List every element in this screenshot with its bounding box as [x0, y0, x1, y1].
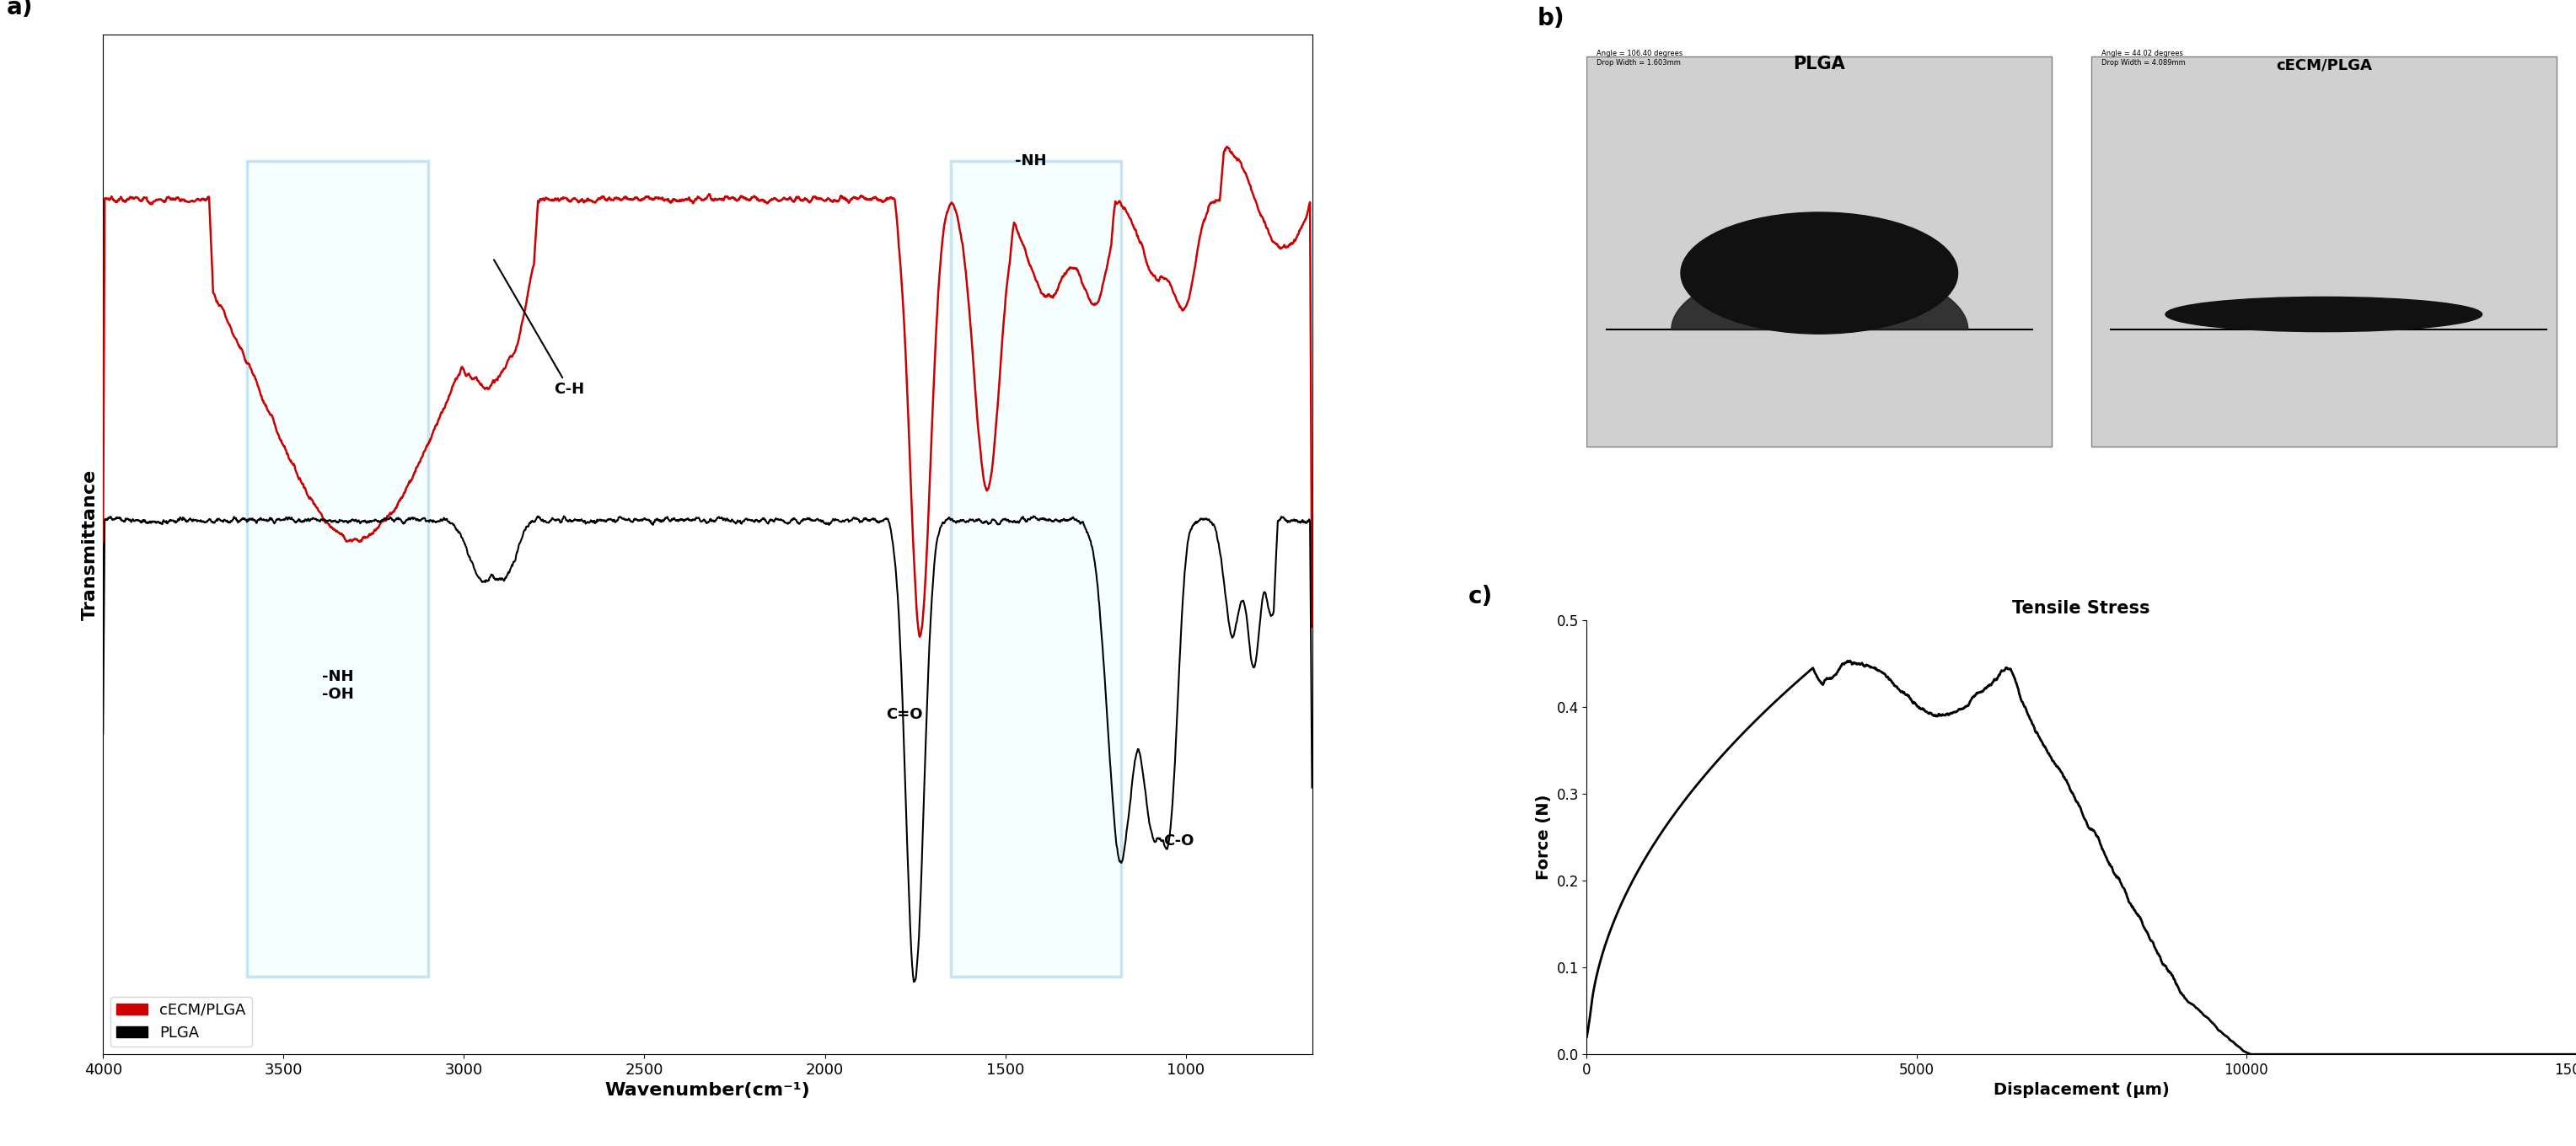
- Y-axis label: Transmittance: Transmittance: [82, 469, 98, 620]
- X-axis label: Displacement (μm): Displacement (μm): [1994, 1082, 2169, 1098]
- Bar: [1587, 56, 2050, 447]
- Text: -NH: -NH: [1015, 154, 1046, 168]
- Title: Tensile Stress: Tensile Stress: [2012, 599, 2151, 617]
- Text: Angle = 106.40 degrees
Drop Width = 1.603mm: Angle = 106.40 degrees Drop Width = 1.60…: [1597, 50, 1682, 66]
- Text: c): c): [1468, 584, 1492, 609]
- Text: cECM/PLGA: cECM/PLGA: [2275, 57, 2372, 72]
- Text: C=O: C=O: [886, 707, 922, 722]
- Text: Angle = 44.02 degrees
Drop Width = 4.089mm: Angle = 44.02 degrees Drop Width = 4.089…: [2102, 50, 2184, 66]
- Text: PLGA: PLGA: [1793, 56, 1844, 72]
- Bar: [247, 160, 428, 976]
- Text: -NH
-OH: -NH -OH: [322, 669, 353, 701]
- Text: b): b): [1538, 7, 1564, 31]
- Bar: [951, 160, 1121, 976]
- Y-axis label: Force (N): Force (N): [1535, 794, 1551, 880]
- Circle shape: [1680, 212, 1958, 333]
- Text: C-O: C-O: [1164, 833, 1193, 848]
- Legend: cECM/PLGA, PLGA: cECM/PLGA, PLGA: [111, 997, 252, 1046]
- Text: a): a): [5, 0, 33, 19]
- Ellipse shape: [2166, 297, 2483, 331]
- X-axis label: Wavenumber(cm⁻¹): Wavenumber(cm⁻¹): [605, 1082, 811, 1099]
- Bar: [2092, 56, 2555, 447]
- Text: C-H: C-H: [495, 260, 585, 398]
